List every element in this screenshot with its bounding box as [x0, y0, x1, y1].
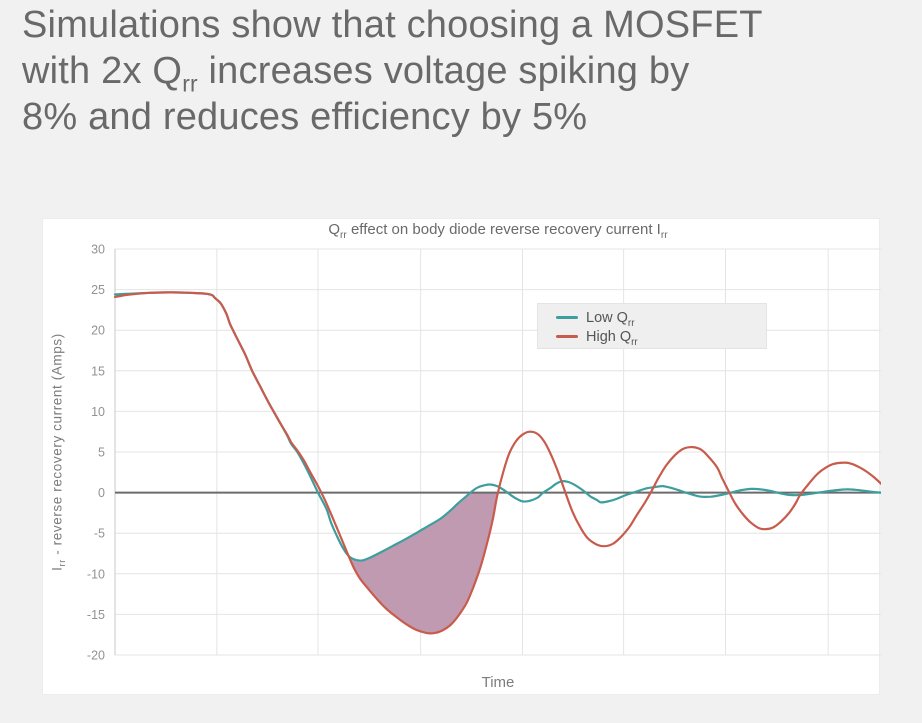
y-axis-title-pre: I: [49, 566, 65, 571]
heading-line2-subscript: rr: [182, 70, 198, 97]
y-axis-title-subscript: rr: [57, 559, 68, 567]
shaded-region: [348, 492, 498, 634]
chart-canvas: 30 25 20 15 10 5 0 -5 -10 -15 -20: [87, 243, 881, 663]
svg-text:-20: -20: [87, 649, 105, 663]
chart-title-subscript-2: rr: [660, 230, 668, 241]
legend-line-icon-low-qrr: [556, 316, 578, 319]
series-high-qrr: [113, 291, 881, 635]
chart-card: 30 25 20 15 10 5 0 -5 -10 -15 -20 Qrr effect on bo…: [42, 218, 881, 695]
legend-line-icon-high-qrr: [556, 335, 578, 338]
svg-text:5: 5: [98, 446, 105, 460]
svg-text:0: 0: [98, 486, 105, 500]
chart-title-text: Q: [328, 221, 340, 238]
legend-label-low-qrr: Low Qrr: [586, 309, 635, 329]
svg-text:25: 25: [91, 283, 105, 297]
legend-item-high-qrr[interactable]: High Qrr: [556, 327, 766, 348]
heading-line2-post: increases voltage spiking by: [197, 50, 690, 92]
svg-text:15: 15: [91, 364, 105, 378]
heading-line3: 8% and reduces efficiency by 5%: [22, 96, 588, 138]
heading-line1: Simulations show that choosing a MOSFET: [22, 4, 763, 46]
chart-legend: Low Qrr High Qrr: [537, 303, 767, 349]
chart-title-text-mid: effect on body diode reverse recovery cu…: [346, 221, 661, 238]
svg-text:-10: -10: [87, 567, 105, 581]
y-tick-labels: 30 25 20 15 10 5 0 -5 -10 -15 -20: [87, 243, 105, 663]
svg-text:-15: -15: [87, 608, 105, 622]
svg-text:30: 30: [91, 243, 105, 257]
chart-title-subscript-1: rr: [340, 230, 347, 241]
svg-text:-5: -5: [94, 527, 105, 541]
svg-text:10: 10: [91, 405, 105, 419]
y-axis-title: Irr - reverse recovery current (Amps): [49, 333, 68, 571]
legend-label-high-qrr: High Qrr: [586, 328, 638, 348]
y-axis-title-post: - reverse recovery current (Amps): [49, 333, 65, 560]
legend-item-low-qrr[interactable]: Low Qrr: [556, 308, 766, 329]
heading-line2-pre: with 2x Q: [22, 50, 183, 92]
page-heading: Simulations show that choosing a MOSFET …: [22, 2, 902, 140]
chart-title: Qrr effect on body diode reverse recover…: [115, 221, 881, 241]
x-axis-title: Time: [481, 674, 515, 691]
svg-text:20: 20: [91, 324, 105, 338]
y-gridlines: [115, 248, 881, 656]
